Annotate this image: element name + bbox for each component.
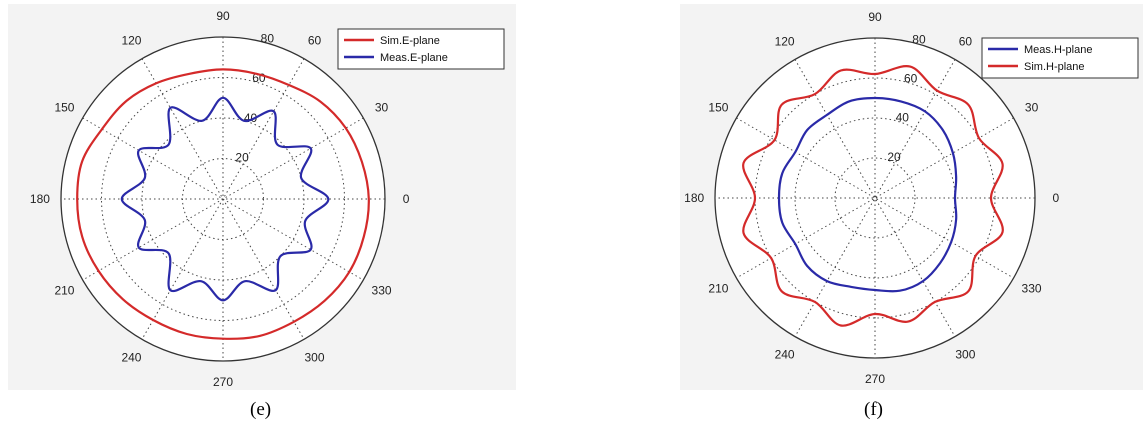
grid-spoke <box>794 59 956 337</box>
series-line-1 <box>777 96 958 293</box>
legend-box <box>981 37 1139 79</box>
grid-ring <box>754 77 996 319</box>
angle-tick-label: 240 <box>775 348 795 362</box>
angle-tick-label: 270 <box>865 372 885 386</box>
angle-tick-label: 120 <box>775 34 795 48</box>
angle-tick-label: 0 <box>1052 191 1059 205</box>
grid-spoke <box>736 117 1014 279</box>
angle-tick-label: 330 <box>1022 281 1042 295</box>
angle-tick-label: 240 <box>121 351 141 365</box>
polar-plot-f: 0 30 60 90 120 150 180 210 240 270 300 330 20 40 60 80 M… <box>684 10 1139 386</box>
angle-tick-label: 90 <box>868 10 882 24</box>
grid-spoke <box>794 59 956 337</box>
legend-box <box>337 28 505 70</box>
angle-tick-label: 60 <box>959 34 973 48</box>
polar-chart-f: 0 30 60 90 120 150 180 210 240 270 300 330 20 40 60 80 M… <box>572 0 1143 430</box>
radial-tick-label: 80 <box>912 32 926 46</box>
caption-e: (e) <box>250 399 272 420</box>
angle-tick-label: 180 <box>30 192 50 206</box>
series-line-1 <box>76 68 370 340</box>
radial-tick-label: 40 <box>896 111 910 125</box>
radial-tick-label: 80 <box>261 32 275 46</box>
grid-spoke <box>736 117 1014 279</box>
angle-tick-label: 60 <box>308 33 322 47</box>
polar-chart-e: 0 30 60 90 120 150 180 210 240 270 300 330 20 40 60 80 S… <box>8 4 516 420</box>
legend-label: Meas.E-plane <box>380 52 448 64</box>
series-line-2 <box>742 65 1004 327</box>
legend-label: Meas.H-plane <box>1024 44 1092 56</box>
angle-tick-label: 150 <box>708 101 728 115</box>
angle-tick-label: 210 <box>708 281 728 295</box>
radial-tick-label: 20 <box>235 150 249 164</box>
angle-tick-label: 0 <box>403 192 410 206</box>
series-line-2 <box>120 96 330 302</box>
angle-tick-label: 150 <box>54 100 74 114</box>
angle-tick-label: 330 <box>372 284 392 298</box>
radial-tick-label: 60 <box>904 72 918 86</box>
caption-f: (f) <box>864 399 883 420</box>
legend-label: Sim.H-plane <box>1024 61 1085 73</box>
angle-tick-label: 300 <box>955 348 975 362</box>
angle-tick-label: 210 <box>54 284 74 298</box>
angle-tick-label: 300 <box>305 351 325 365</box>
angle-tick-label: 120 <box>121 33 141 47</box>
grid-spoke <box>82 117 364 281</box>
grid-ring <box>834 157 916 239</box>
angle-tick-label: 90 <box>216 9 230 23</box>
radial-tick-label: 20 <box>887 150 901 164</box>
angle-tick-label: 180 <box>684 191 704 205</box>
angle-tick-label: 30 <box>375 100 389 114</box>
legend-label: Sim.E-plane <box>380 35 440 47</box>
angle-tick-label: 30 <box>1025 101 1039 115</box>
angle-tick-label: 270 <box>213 375 233 389</box>
